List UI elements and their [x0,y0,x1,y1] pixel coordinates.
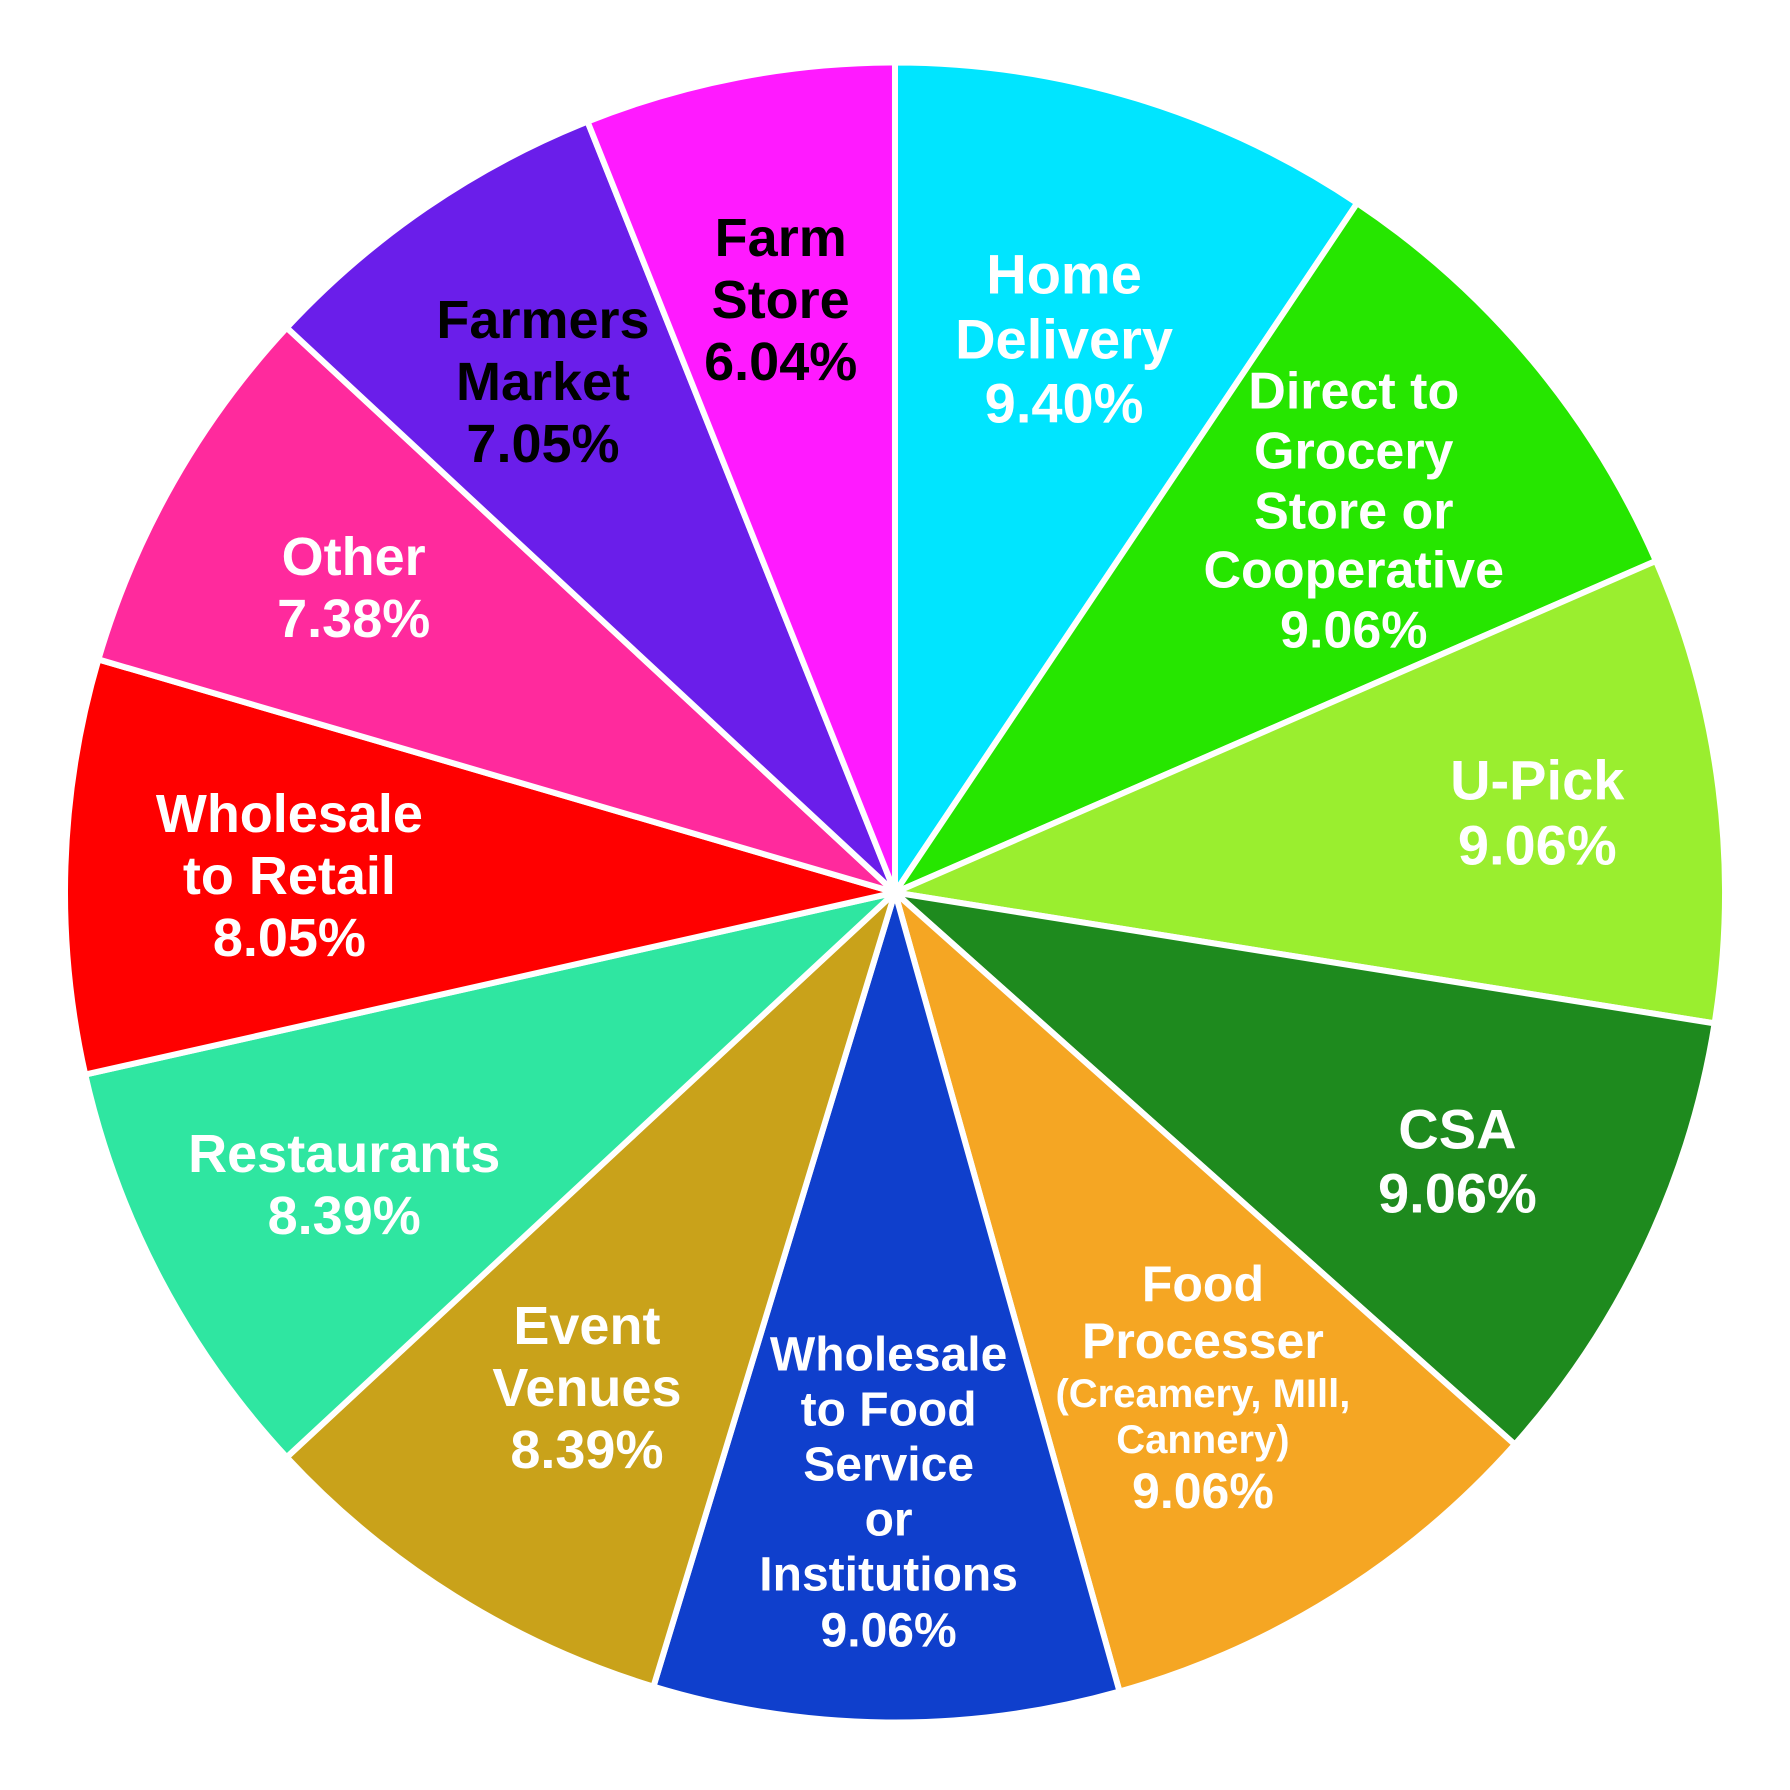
pie-chart [65,63,1725,1728]
pie-svg [65,63,1725,1723]
